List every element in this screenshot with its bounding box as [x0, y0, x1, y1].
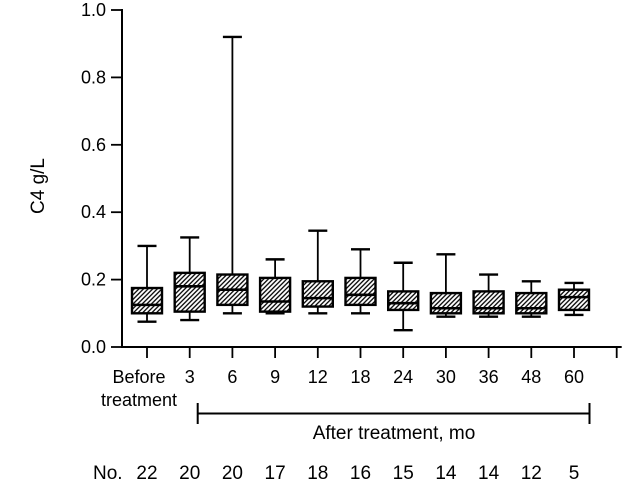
count-value: 18 — [307, 463, 328, 484]
count-value: 17 — [265, 463, 286, 484]
count-value: 14 — [435, 463, 457, 484]
x-tick-label: 48 — [521, 367, 541, 387]
box-plot — [344, 248, 377, 315]
box-iqr — [557, 288, 591, 312]
y-tick-label: 0.0 — [81, 337, 106, 357]
count-value: 15 — [393, 463, 414, 484]
x-tick-label: 18 — [350, 367, 370, 387]
y-tick-label: 0.8 — [81, 67, 106, 87]
box-plot — [515, 280, 548, 318]
box-iqr — [130, 286, 164, 315]
y-tick-label: 0.6 — [81, 135, 106, 155]
count-row-label: No. — [93, 463, 123, 484]
x-tick-label: Before — [112, 367, 165, 387]
x-tick-label: treatment — [101, 390, 177, 410]
x-tick-label: 30 — [436, 367, 456, 387]
x-tick-label: 6 — [227, 367, 237, 387]
box-iqr — [301, 280, 334, 308]
count-value: 16 — [350, 463, 371, 484]
box-plot — [387, 261, 420, 332]
box-iqr — [387, 290, 420, 312]
box-plot — [130, 244, 164, 323]
y-tick-label: 1.0 — [81, 0, 106, 20]
box-iqr — [515, 291, 548, 315]
x-tick-label: 3 — [185, 367, 195, 387]
count-value: 20 — [222, 463, 243, 484]
count-value: 5 — [569, 463, 580, 484]
box-iqr — [472, 290, 505, 315]
box-iqr — [258, 276, 292, 313]
box-iqr — [429, 291, 463, 315]
after-treatment-label: After treatment, mo — [313, 423, 476, 444]
x-tick-label: 9 — [270, 367, 280, 387]
x-tick-label: 60 — [564, 367, 584, 387]
box-plot — [557, 281, 591, 317]
y-tick-label: 0.2 — [81, 270, 106, 290]
count-value: 20 — [179, 463, 200, 484]
x-tick-label: 36 — [479, 367, 499, 387]
box-plot — [258, 258, 292, 315]
y-axis-title: C4 g/L — [28, 158, 49, 214]
x-tick-label: 12 — [308, 367, 328, 387]
y-tick-label: 0.4 — [81, 202, 106, 222]
box-plot — [301, 229, 334, 315]
count-value: 14 — [478, 463, 500, 484]
box-iqr — [344, 276, 377, 307]
box-plot — [216, 35, 249, 315]
box-plot — [173, 236, 206, 322]
box-plot — [429, 253, 463, 318]
box-iqr — [173, 271, 206, 313]
count-value: 22 — [136, 463, 157, 484]
count-value: 12 — [521, 463, 542, 484]
x-tick-label: 24 — [393, 367, 413, 387]
box-plot — [472, 273, 505, 318]
